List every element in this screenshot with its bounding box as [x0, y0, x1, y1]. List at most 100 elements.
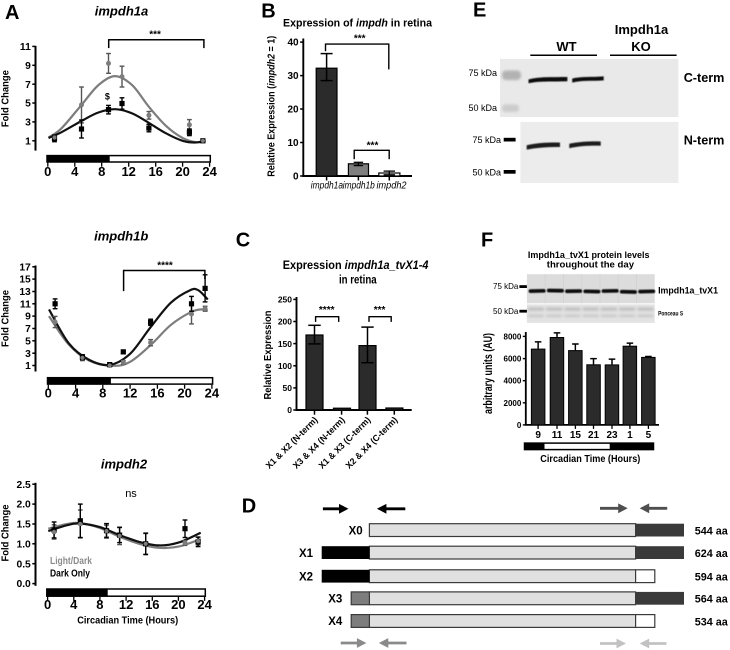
svg-text:Expression impdh1a_tvX1-4: Expression impdh1a_tvX1-4: [283, 258, 429, 272]
svg-text:***: ***: [354, 33, 366, 44]
svg-text:15: 15: [19, 275, 31, 286]
svg-text:X3: X3: [328, 594, 342, 606]
svg-text:4000: 4000: [504, 377, 522, 386]
svg-text:5: 5: [25, 99, 31, 110]
svg-text:Circadian Time (Hours): Circadian Time (Hours): [77, 615, 178, 627]
svg-text:50 kDa: 50 kDa: [468, 103, 497, 113]
svg-text:***: ***: [367, 140, 379, 151]
svg-text:12: 12: [119, 597, 133, 612]
svg-text:4: 4: [72, 385, 80, 400]
svg-text:2000: 2000: [504, 399, 522, 408]
svg-text:10: 10: [287, 138, 299, 149]
svg-text:12: 12: [123, 385, 137, 400]
svg-text:Circadian Time (Hours): Circadian Time (Hours): [540, 454, 640, 465]
svg-text:7: 7: [25, 324, 31, 335]
svg-text:N-term: N-term: [684, 133, 725, 148]
svg-text:Relative Expression (impdh2 =: Relative Expression (impdh2 = 1): [267, 36, 278, 177]
svg-text:5: 5: [25, 336, 31, 347]
svg-text:impdh2: impdh2: [101, 456, 148, 471]
svg-text:Ponceau S: Ponceau S: [658, 310, 683, 317]
svg-text:Expression of impdh in retina: Expression of impdh in retina: [283, 18, 433, 30]
svg-text:****: ****: [319, 305, 335, 316]
svg-text:Impdh1a_tvX1 protein levels: Impdh1a_tvX1 protein levels: [528, 250, 650, 261]
svg-text:Relative Expression: Relative Expression: [262, 311, 274, 400]
svg-text:D: D: [242, 495, 256, 517]
svg-text:23: 23: [606, 430, 618, 441]
svg-text:impdh2: impdh2: [377, 181, 407, 192]
svg-text:75 kDa: 75 kDa: [493, 282, 519, 291]
svg-text:50: 50: [283, 383, 293, 393]
svg-text:impdh1b: impdh1b: [94, 229, 148, 244]
svg-text:20: 20: [171, 597, 185, 612]
svg-text:X1: X1: [299, 548, 314, 560]
svg-text:624 aa: 624 aa: [695, 548, 729, 560]
svg-text:impdh1a: impdh1a: [311, 181, 344, 192]
svg-text:Fold Change: Fold Change: [0, 290, 11, 347]
svg-text:C-term: C-term: [684, 70, 725, 85]
svg-text:13: 13: [19, 287, 31, 298]
svg-text:544 aa: 544 aa: [695, 526, 729, 538]
svg-text:12: 12: [121, 164, 135, 179]
svg-text:0: 0: [44, 597, 51, 612]
svg-text:564 aa: 564 aa: [695, 594, 729, 606]
svg-text:9: 9: [535, 430, 541, 441]
svg-text:17: 17: [19, 262, 31, 273]
svg-text:75 kDa: 75 kDa: [472, 135, 501, 145]
svg-text:4: 4: [70, 597, 78, 612]
svg-text:5: 5: [646, 430, 652, 441]
svg-text:150: 150: [278, 339, 292, 349]
svg-text:16: 16: [150, 385, 164, 400]
svg-text:2.5: 2.5: [16, 480, 31, 491]
svg-text:30: 30: [287, 71, 299, 82]
svg-text:C: C: [236, 230, 250, 252]
svg-text:arbitrary units (AU): arbitrary units (AU): [483, 333, 495, 414]
svg-text:100: 100: [278, 361, 292, 371]
svg-text:75 kDa: 75 kDa: [468, 68, 497, 78]
svg-text:24: 24: [197, 597, 212, 612]
svg-text:Impdh1a_tvX1: Impdh1a_tvX1: [658, 286, 719, 297]
svg-text:B: B: [261, 1, 275, 23]
svg-text:0: 0: [293, 172, 299, 183]
svg-text:A: A: [5, 2, 19, 24]
svg-text:6000: 6000: [504, 355, 522, 364]
svg-text:21: 21: [588, 430, 600, 441]
svg-text:11: 11: [552, 430, 563, 441]
svg-text:534 aa: 534 aa: [695, 616, 729, 628]
svg-text:0: 0: [517, 421, 522, 430]
svg-text:3: 3: [25, 349, 31, 360]
svg-text:200: 200: [278, 317, 292, 327]
svg-text:1: 1: [25, 136, 31, 147]
svg-text:1.0: 1.0: [16, 539, 31, 550]
svg-text:8: 8: [96, 597, 103, 612]
svg-text:F: F: [481, 229, 493, 251]
svg-text:8: 8: [99, 385, 106, 400]
svg-text:20: 20: [287, 105, 299, 116]
svg-text:50 kDa: 50 kDa: [472, 167, 501, 177]
svg-text:Dark Only: Dark Only: [50, 568, 90, 580]
svg-text:in retina: in retina: [339, 273, 377, 287]
svg-text:KO: KO: [631, 39, 651, 54]
svg-text:Fold Change: Fold Change: [0, 70, 11, 127]
svg-text:1: 1: [25, 361, 31, 372]
svg-text:0: 0: [287, 405, 292, 415]
svg-text:1.5: 1.5: [16, 520, 31, 531]
svg-text:16: 16: [148, 164, 162, 179]
svg-text:throughout the day: throughout the day: [547, 260, 635, 271]
svg-text:50 kDa: 50 kDa: [493, 307, 519, 316]
svg-text:594 aa: 594 aa: [695, 572, 729, 584]
svg-text:20: 20: [175, 164, 189, 179]
svg-text:ns: ns: [125, 488, 137, 500]
svg-text:7: 7: [25, 80, 31, 91]
svg-text:WT: WT: [556, 39, 576, 54]
svg-text:Light/Dark: Light/Dark: [50, 555, 92, 567]
svg-text:impdh1a: impdh1a: [95, 4, 148, 19]
svg-text:9: 9: [25, 61, 31, 72]
svg-text:X2: X2: [299, 571, 313, 583]
svg-text:impdh1b: impdh1b: [343, 181, 375, 192]
svg-text:0.0: 0.0: [16, 579, 31, 590]
svg-text:0: 0: [44, 164, 51, 179]
svg-text:****: ****: [157, 261, 173, 272]
svg-text:Impdh1a: Impdh1a: [615, 22, 669, 37]
svg-text:E: E: [473, 0, 486, 22]
svg-text:16: 16: [145, 597, 159, 612]
